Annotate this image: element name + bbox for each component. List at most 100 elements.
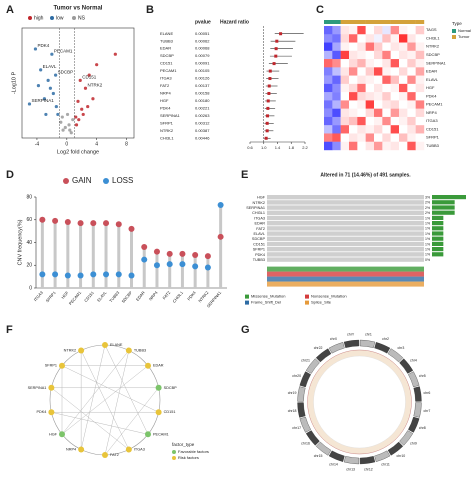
dot	[115, 271, 122, 278]
point-label: PDK4	[37, 43, 49, 48]
panel-letter: B	[146, 4, 154, 16]
heat-cell	[407, 116, 416, 126]
heat-cell	[332, 125, 341, 134]
chromosome	[408, 416, 420, 433]
heat-cell	[365, 133, 375, 142]
pvalue: 0.00126	[195, 76, 210, 81]
gene-label: CD151	[160, 61, 173, 66]
heat-cell	[349, 133, 358, 142]
node-label: NRP4	[66, 448, 76, 452]
heat-cell	[382, 133, 391, 142]
legend-swatch	[452, 29, 456, 33]
summary-band	[267, 276, 424, 282]
heat-cell	[332, 50, 341, 60]
track	[267, 252, 424, 257]
heat-cell	[390, 100, 400, 109]
row-label: NTRK2	[426, 44, 440, 49]
chromosome	[305, 430, 320, 446]
heat-cell	[407, 141, 416, 151]
chromosome	[297, 386, 306, 402]
heat-cell	[365, 116, 375, 126]
heat-cell	[357, 141, 366, 151]
heat-cell	[407, 75, 416, 85]
heat-cell	[407, 50, 416, 60]
type-cell	[374, 20, 383, 24]
heat-cell	[415, 125, 425, 134]
point-label: CD151	[82, 75, 97, 80]
legend-label: low	[56, 15, 64, 21]
chromosome	[413, 402, 422, 418]
pct-label: 1%	[425, 232, 430, 236]
row-label: PECAM1	[426, 102, 443, 107]
heat-cell	[340, 59, 350, 68]
edge	[104, 387, 159, 456]
point	[77, 118, 81, 122]
x-tick-label: ITGA3	[33, 290, 45, 303]
heat-cell	[374, 125, 383, 134]
heat-cell	[390, 92, 400, 101]
panel-letter: E	[241, 169, 248, 181]
legend-swatch	[172, 456, 176, 460]
heat-cell	[399, 67, 408, 76]
heat-cell	[332, 92, 341, 101]
dot	[64, 272, 71, 279]
track	[267, 226, 424, 231]
chromosome-label: chrY	[347, 333, 355, 337]
chromosome-label: chr14	[329, 463, 338, 467]
heat-cell	[407, 26, 416, 35]
heat-cell	[399, 141, 408, 151]
chromosome-label: chr11	[381, 463, 390, 467]
hr-point	[268, 69, 272, 73]
pvalue: 0.00312	[195, 120, 210, 125]
heat-cell	[390, 141, 400, 151]
edge	[61, 365, 159, 413]
node	[145, 431, 152, 438]
node	[102, 342, 108, 348]
chromosome	[297, 402, 306, 418]
x-axis-label: Log2 fold change	[57, 149, 99, 155]
legend-swatch	[305, 294, 309, 299]
panel-letter: C	[316, 4, 324, 16]
gene-label: NRP4	[160, 91, 171, 96]
type-cell	[365, 20, 375, 24]
heat-cell	[374, 34, 383, 43]
type-cell	[324, 20, 333, 24]
node-label: CD151	[164, 410, 176, 414]
edge	[104, 350, 130, 456]
y-tick-label: 0	[29, 285, 32, 291]
heat-cell	[332, 42, 341, 51]
x-tick-label: HGF	[60, 290, 70, 300]
type-cell	[357, 20, 366, 24]
heat-cell	[399, 92, 408, 101]
heat-cell	[349, 50, 358, 60]
heat-cell	[324, 50, 333, 60]
heat-cell	[332, 26, 341, 35]
heat-cell	[415, 83, 425, 93]
chromosome-label: chr21	[301, 359, 310, 363]
chromosome	[328, 342, 345, 354]
heat-cell	[349, 34, 358, 43]
pct-bar	[432, 210, 455, 215]
heat-cell	[399, 42, 408, 51]
heat-cell	[349, 125, 358, 134]
gene-label: NTRK2	[253, 201, 265, 205]
heat-cell	[390, 83, 400, 93]
pct-bar	[432, 252, 444, 257]
row-label: NRP4	[426, 110, 437, 115]
node	[58, 362, 65, 369]
dot	[52, 217, 59, 224]
y-tick-label: 60	[26, 217, 32, 223]
legend-swatch	[50, 16, 54, 20]
legend-label: Frame_Shift_Del	[251, 300, 281, 305]
gene-label: SDCBP	[160, 53, 174, 58]
heat-cell	[324, 59, 333, 68]
chromosome	[343, 339, 360, 348]
heat-cell	[332, 133, 341, 142]
chromosome-label: chr12	[364, 467, 373, 471]
heat-cell	[382, 26, 391, 35]
heat-cell	[365, 75, 375, 85]
heat-cell	[390, 26, 400, 35]
node	[125, 347, 132, 354]
heat-cell	[390, 34, 400, 43]
heat-cell	[415, 34, 425, 43]
